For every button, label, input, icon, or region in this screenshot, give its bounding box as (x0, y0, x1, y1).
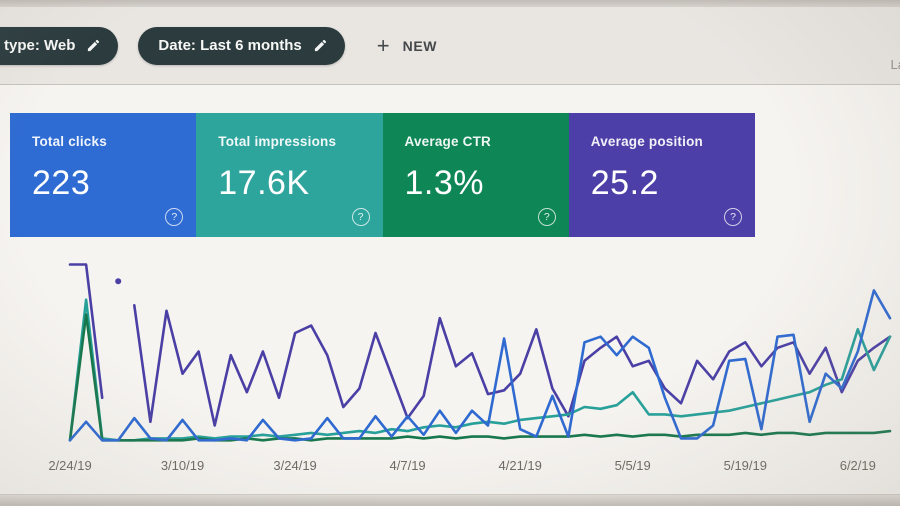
metric-card-average-position[interactable]: Average position 25.2 ? (568, 113, 755, 237)
metric-card-value: 223 (32, 164, 91, 202)
metric-card-value: 17.6K (218, 164, 310, 202)
metric-card-value: 1.3% (404, 164, 484, 202)
help-icon[interactable]: ? (537, 208, 556, 226)
chart-line-average-ctr (68, 313, 892, 442)
performance-chart-area: 2/24/19 3/10/19 3/24/19 4/7/19 4/21/19 5/5/19… (0, 249, 900, 483)
chart-isolated-point (115, 278, 122, 285)
chart-line-average-position (68, 263, 104, 400)
performance-report: Total clicks 223 ? Total impressions 17.… (0, 113, 900, 483)
help-icon[interactable]: ? (724, 208, 742, 226)
monitor-bottom-edge (0, 494, 900, 506)
performance-chart[interactable]: 2/24/19 3/10/19 3/24/19 4/7/19 4/21/19 5/5/19… (0, 249, 900, 483)
metric-card-label: Total impressions (218, 134, 337, 149)
new-filter-button[interactable]: + NEW (371, 31, 443, 61)
metric-card-total-clicks[interactable]: Total clicks 223 ? (10, 113, 197, 237)
filter-chip-date-range[interactable]: Date: Last 6 months (138, 26, 345, 65)
metric-card-value: 25.2 (590, 164, 659, 202)
metric-card-label: Average position (590, 134, 703, 149)
chart-line-total-clicks (68, 289, 892, 442)
new-filter-button-label: NEW (402, 37, 438, 54)
x-axis-tick-label: 5/19/19 (724, 458, 767, 473)
x-axis-tick-label: 3/10/19 (161, 458, 204, 473)
filter-chip-date-range-label: Date: Last 6 months (158, 37, 302, 54)
x-axis-tick-label: 6/2/19 (840, 458, 876, 473)
chart-line-total-impressions (68, 298, 892, 442)
metric-card-label: Average CTR (404, 134, 491, 149)
x-axis-tick-label: 4/21/19 (499, 458, 542, 473)
help-icon[interactable]: ? (351, 208, 370, 226)
pencil-icon[interactable] (313, 38, 328, 53)
help-icon[interactable]: ? (165, 208, 184, 226)
x-axis-tick-label: 5/5/19 (615, 458, 651, 473)
x-axis-tick-label: 4/7/19 (390, 458, 426, 473)
pencil-icon[interactable] (86, 38, 101, 53)
metric-card-total-impressions[interactable]: Total impressions 17.6K ? (196, 113, 383, 237)
filter-chip-search-type-label: type: Web (4, 37, 76, 54)
metric-card-average-ctr[interactable]: Average CTR 1.3% ? (382, 113, 569, 237)
clipped-last-updated-text: La (890, 57, 900, 72)
x-axis-tick-label: 2/24/19 (48, 458, 91, 473)
filter-chip-search-type[interactable]: type: Web (0, 26, 119, 65)
metric-cards-row: Total clicks 223 ? Total impressions 17.… (10, 113, 755, 237)
filter-bar: type: Web Date: Last 6 months + NEW La (0, 7, 900, 85)
x-axis-tick-label: 3/24/19 (273, 458, 316, 473)
metric-card-label: Total clicks (32, 134, 107, 149)
monitor-top-edge (0, 0, 900, 7)
chart-line-average-position (133, 303, 892, 427)
plus-icon: + (376, 32, 390, 58)
